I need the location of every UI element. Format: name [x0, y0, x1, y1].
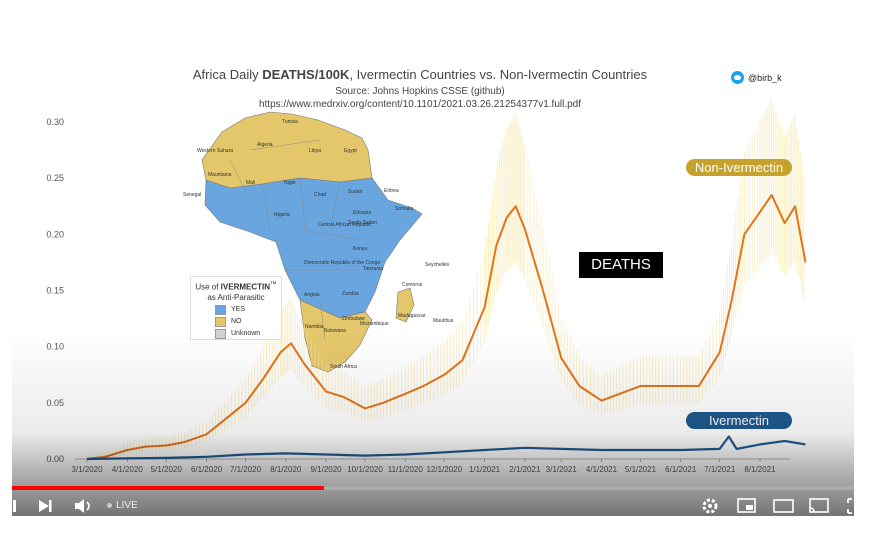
y-tick-label: 0.05 — [46, 398, 64, 408]
y-tick-label: 0.10 — [46, 342, 64, 352]
chart-source: Source: Johns Hopkins CSSE (github) — [335, 86, 505, 97]
progress-played[interactable] — [12, 486, 324, 490]
map-country-label: Mozambique — [360, 321, 389, 327]
x-tick-label: 10/1/2020 — [347, 465, 383, 474]
x-tick-label: 8/1/2021 — [744, 465, 776, 474]
x-tick-label: 8/1/2020 — [270, 465, 302, 474]
map-country-label: Eritrea — [384, 188, 399, 194]
map-country-label: Mauritania — [208, 172, 232, 178]
map-borders — [229, 139, 361, 341]
twitter-bird-icon — [731, 71, 744, 84]
map-country-label: Tanzania — [363, 266, 383, 272]
map-legend-title: Use of IVERMECTIN™ as Anti-Parasitic — [195, 281, 277, 302]
legend-swatch — [215, 316, 226, 327]
map-country-label: Mauritius — [433, 318, 454, 324]
x-tick-label: 7/1/2021 — [704, 465, 736, 474]
x-tick-label: 5/1/2020 — [151, 465, 183, 474]
legend-swatch — [215, 328, 226, 339]
x-tick-label: 7/1/2020 — [230, 465, 262, 474]
map-country-label: Democratic Republic of the Congo — [304, 260, 380, 266]
x-tick-label: 6/1/2020 — [191, 465, 223, 474]
map-country-label: South Sudan — [348, 220, 377, 226]
x-tick-label: 5/1/2021 — [625, 465, 657, 474]
map-country-label: Seychelles — [425, 262, 450, 268]
map-country-label: Madagascar — [398, 313, 426, 319]
live-indicator[interactable]: LIVE — [107, 500, 138, 511]
map-country-label: Libya — [309, 148, 321, 154]
x-tick-label: 3/1/2021 — [546, 465, 578, 474]
series-line-ivermectin — [86, 435, 806, 461]
map-country-label: Algeria — [257, 142, 273, 148]
map-country-label: Zimbabwe — [342, 316, 365, 322]
legend-non-ivermectin: Non-Ivermectin — [686, 159, 792, 176]
miniplayer-icon[interactable] — [737, 498, 756, 513]
theater-mode-icon[interactable] — [773, 499, 794, 513]
y-tick-label: 0.00 — [46, 454, 64, 464]
progress-bar[interactable] — [12, 486, 854, 490]
settings-icon[interactable] — [702, 498, 718, 514]
map-country-label: Ethiopia — [353, 210, 371, 216]
x-tick-label: 12/1/2020 — [426, 465, 462, 474]
map-country-label: Comoros — [402, 282, 423, 288]
map-legend-unknown: Unknown — [215, 328, 277, 339]
map-country-label: Niger — [284, 180, 296, 186]
map-madagascar — [395, 287, 415, 323]
y-tick-label: 0.25 — [46, 173, 64, 183]
y-tick-label: 0.30 — [46, 117, 64, 127]
map-country-label: Tunisia — [282, 119, 298, 125]
map-country-label: South Africa — [330, 364, 357, 370]
map-legend-no: NO — [215, 316, 277, 327]
chart-axes: 0.00 0.05 0.10 0.15 0.20 0.25 0.30 3/1/2020 4/1/… — [46, 117, 790, 474]
x-tick-label: 3/1/2020 — [71, 465, 103, 474]
map-country-label: Botswana — [324, 328, 346, 334]
play-pause-icon[interactable] — [8, 500, 16, 512]
x-tick-label: 4/1/2021 — [586, 465, 618, 474]
twitter-handle: @birb_k — [731, 71, 782, 84]
legend-swatch — [215, 304, 226, 315]
x-tick-label: 9/1/2020 — [310, 465, 342, 474]
deaths-label: DEATHS — [579, 252, 663, 278]
chart-title: Africa Daily DEATHS/100K, Ivermectin Cou… — [192, 67, 648, 82]
map-legend-yes: YES — [215, 304, 277, 315]
map-central-region — [204, 177, 423, 319]
map-country-label: Kenya — [353, 246, 367, 252]
x-tick-label: 1/1/2021 — [469, 465, 501, 474]
map-country-label: Senegal — [183, 192, 201, 198]
video-controls: LIVE — [0, 486, 869, 540]
chart-url: https://www.medrxiv.org/content/10.1101/… — [258, 99, 582, 110]
handle-text: @birb_k — [748, 72, 782, 83]
x-tick-label: 11/1/2020 — [388, 465, 424, 474]
map-country-label: Angola — [304, 292, 320, 298]
map-country-label: Western Sahara — [197, 148, 233, 154]
x-tick-label: 2/1/2021 — [509, 465, 541, 474]
x-tick-label: 4/1/2020 — [112, 465, 144, 474]
map-country-label: Somalia — [395, 206, 413, 212]
x-tick-label: 6/1/2021 — [665, 465, 697, 474]
next-icon[interactable] — [39, 500, 52, 512]
cast-icon[interactable] — [809, 498, 829, 513]
map-country-label: Chad — [314, 192, 326, 198]
map-country-label: Zambia — [342, 291, 359, 297]
controls-icons — [8, 498, 852, 514]
live-dot-icon — [107, 503, 112, 508]
legend-ivermectin: Ivermectin — [686, 412, 792, 429]
map-country-label: Mali — [246, 180, 255, 186]
volume-icon[interactable] — [75, 499, 90, 513]
map-country-label: Namibia — [305, 324, 324, 330]
map-country-label: Sudan — [348, 189, 363, 195]
y-tick-label: 0.20 — [46, 229, 64, 239]
map-legend: Use of IVERMECTIN™ as Anti-Parasitic YES … — [190, 276, 282, 340]
y-tick-label: 0.15 — [46, 286, 64, 296]
map-country-label: Egypt — [344, 148, 357, 154]
fullscreen-icon[interactable] — [847, 498, 852, 514]
map-country-label: Nigeria — [274, 212, 290, 218]
map-country-label: Central African Republic — [318, 222, 372, 228]
